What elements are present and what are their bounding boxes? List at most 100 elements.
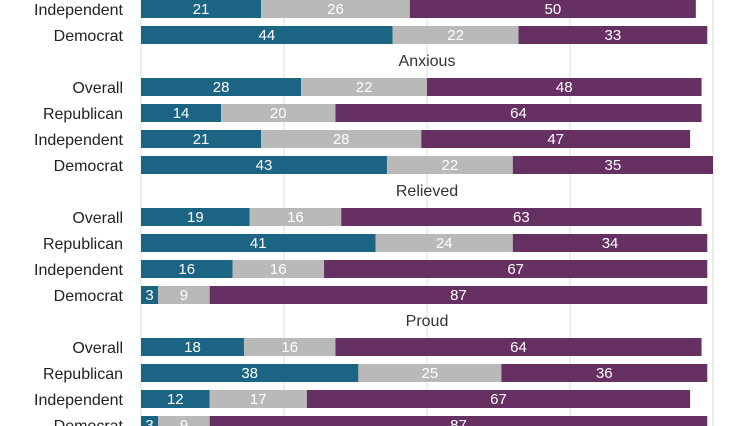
bar-segment [306, 390, 691, 408]
group-title: Proud [406, 313, 449, 330]
category-label: Democrat [54, 28, 124, 45]
data-label: 25 [422, 365, 439, 382]
group-title: Anxious [399, 53, 456, 70]
data-label: 18 [184, 339, 201, 356]
bar-segment [141, 156, 387, 174]
bar-segment [141, 104, 222, 122]
data-label: 16 [270, 261, 287, 278]
bar-segment [386, 156, 513, 174]
bar-segment [335, 338, 702, 356]
bar-segment [375, 234, 513, 252]
data-label: 67 [490, 391, 507, 408]
data-label: 12 [167, 391, 184, 408]
data-label: 21 [193, 131, 210, 148]
bar-segment [501, 364, 708, 382]
bar-segment [141, 416, 159, 426]
bar-segment [512, 156, 713, 174]
bar-segment [141, 208, 250, 226]
data-label: 26 [327, 1, 344, 18]
data-label: 3 [145, 287, 153, 304]
bar-segment [261, 130, 422, 148]
bar-segment [518, 26, 708, 44]
data-label: 28 [213, 79, 230, 96]
category-label: Overall [72, 210, 123, 227]
data-label: 87 [450, 287, 467, 304]
data-label: 17 [250, 391, 267, 408]
bar-segment [392, 26, 519, 44]
bar-segment [141, 0, 262, 18]
bar-segment [209, 390, 307, 408]
data-label: 64 [510, 105, 527, 122]
data-label: 24 [436, 235, 453, 252]
category-label: Democrat [54, 418, 124, 426]
bar-segment [141, 234, 376, 252]
data-label: 38 [241, 365, 258, 382]
category-label: Overall [72, 80, 123, 97]
data-label: 41 [250, 235, 267, 252]
data-label: 20 [270, 105, 287, 122]
data-label: 44 [258, 27, 275, 44]
data-label: 64 [510, 339, 527, 356]
data-label: 21 [193, 1, 210, 18]
bar-segment [141, 130, 262, 148]
data-label: 14 [173, 105, 190, 122]
data-label: 3 [145, 417, 153, 426]
category-label: Overall [72, 340, 123, 357]
data-label: 47 [547, 131, 564, 148]
bar-segment [141, 286, 159, 304]
category-label: Democrat [54, 158, 124, 175]
data-label: 87 [450, 417, 467, 426]
bar-segment [358, 364, 502, 382]
data-label: 19 [187, 209, 204, 226]
bar-segment [141, 260, 233, 278]
bar-segment [249, 208, 342, 226]
category-label: Independent [34, 392, 124, 409]
bar-segment [158, 286, 210, 304]
data-label: 36 [596, 365, 613, 382]
group-title: Relieved [396, 183, 458, 200]
data-label: 48 [556, 79, 573, 96]
bar-segment [335, 104, 702, 122]
bar-segment [421, 130, 691, 148]
bar-segment [409, 0, 696, 18]
category-label: Independent [34, 132, 124, 149]
category-label: Independent [34, 2, 124, 19]
bar-segment [141, 78, 302, 96]
data-label: 16 [281, 339, 298, 356]
bar-segment [141, 26, 393, 44]
data-label: 33 [605, 27, 622, 44]
data-label: 22 [356, 79, 373, 96]
category-label: Independent [34, 262, 124, 279]
bar-segment [301, 78, 427, 96]
bar-segment [141, 364, 359, 382]
category-label: Republican [43, 366, 123, 383]
bar-segment [158, 416, 210, 426]
bar-segment [232, 260, 325, 278]
data-label: 67 [507, 261, 524, 278]
data-label: 9 [180, 287, 188, 304]
data-label: 22 [442, 157, 459, 174]
data-label: 16 [178, 261, 195, 278]
bar-segment [141, 390, 210, 408]
data-label: 34 [602, 235, 619, 252]
data-label: 22 [447, 27, 464, 44]
data-label: 63 [513, 209, 530, 226]
data-label: 43 [256, 157, 273, 174]
bar-segment [512, 234, 708, 252]
bar-segment [243, 338, 336, 356]
data-label: 28 [333, 131, 350, 148]
bar-segment [141, 338, 244, 356]
data-label: 16 [287, 209, 304, 226]
category-label: Republican [43, 236, 123, 253]
bar-segment [209, 416, 708, 426]
data-label: 50 [544, 1, 561, 18]
bar-segment [221, 104, 336, 122]
bar-segment [341, 208, 702, 226]
bars [141, 0, 713, 426]
bar-segment [261, 0, 410, 18]
data-label: 9 [180, 417, 188, 426]
category-label: Democrat [54, 288, 124, 305]
bar-segment [209, 286, 708, 304]
